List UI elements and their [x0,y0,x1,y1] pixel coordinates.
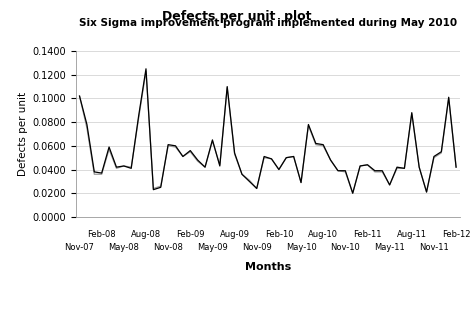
Y-axis label: Defects per unit: Defects per unit [18,92,28,176]
Text: Feb-08: Feb-08 [87,230,116,239]
Text: Nov-07: Nov-07 [64,243,94,252]
Text: Feb-12: Feb-12 [442,230,470,239]
Text: Months: Months [245,262,291,272]
Text: Feb-09: Feb-09 [176,230,205,239]
Text: Aug-10: Aug-10 [308,230,338,239]
Text: Aug-08: Aug-08 [131,230,161,239]
Text: Nov-08: Nov-08 [153,243,183,252]
Text: Nov-09: Nov-09 [242,243,272,252]
Text: Aug-11: Aug-11 [397,230,427,239]
Text: Feb-11: Feb-11 [353,230,382,239]
Text: May-09: May-09 [197,243,228,252]
Text: Nov-10: Nov-10 [330,243,360,252]
Text: Defects per unit  plot: Defects per unit plot [162,10,312,23]
Text: May-10: May-10 [286,243,317,252]
Text: Aug-09: Aug-09 [219,230,250,239]
Text: May-11: May-11 [374,243,405,252]
Text: May-08: May-08 [109,243,139,252]
Title: Six Sigma improvement program implemented during May 2010: Six Sigma improvement program implemente… [79,18,457,28]
Text: Nov-11: Nov-11 [419,243,449,252]
Text: Feb-10: Feb-10 [264,230,293,239]
